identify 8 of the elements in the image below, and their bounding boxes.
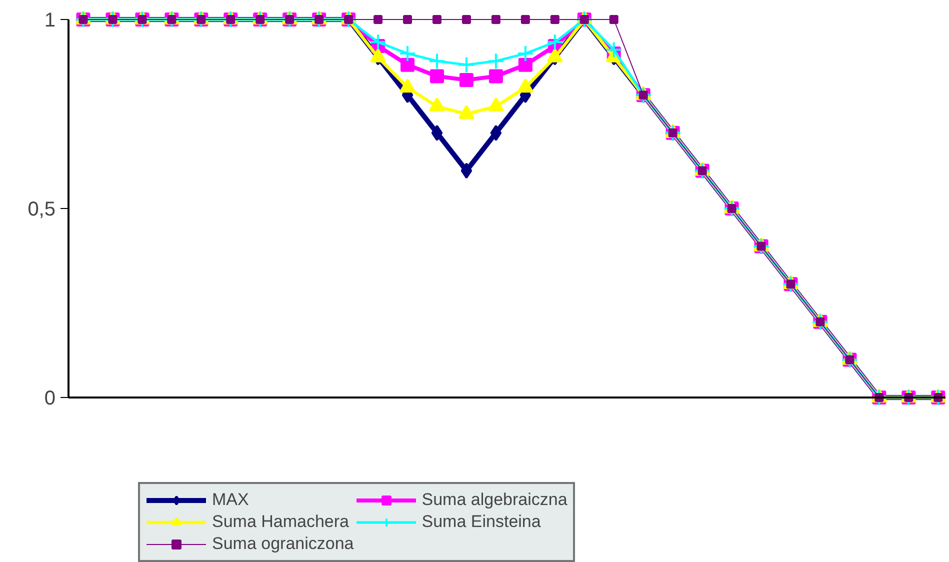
y-tick-label: 0,5 [28, 198, 56, 220]
legend-label: Suma ograniczona [212, 534, 354, 554]
y-tick-label: 0 [44, 388, 56, 410]
legend-label: Suma algebraiczna [422, 490, 568, 510]
legend-label: Suma Hamachera [212, 512, 350, 532]
legend-label: Suma Einsteina [422, 512, 541, 532]
legend-label: MAX [212, 490, 249, 510]
y-tick-label: 1 [44, 10, 56, 32]
